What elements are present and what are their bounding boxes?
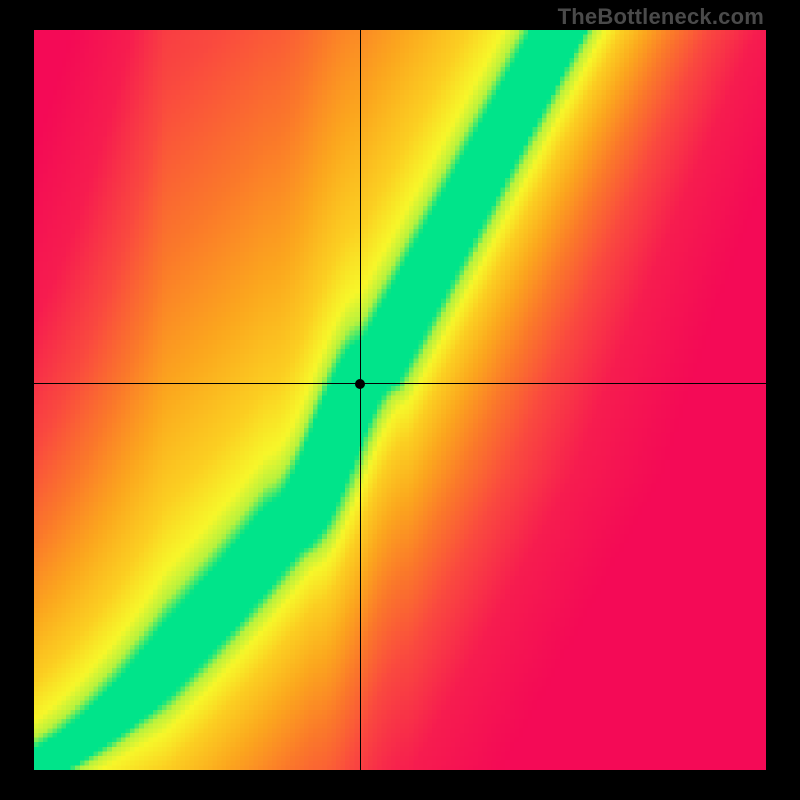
bottleneck-heatmap bbox=[34, 30, 766, 770]
watermark-text: TheBottleneck.com bbox=[558, 4, 764, 30]
crosshair-vertical bbox=[360, 30, 361, 770]
crosshair-horizontal bbox=[34, 383, 766, 384]
